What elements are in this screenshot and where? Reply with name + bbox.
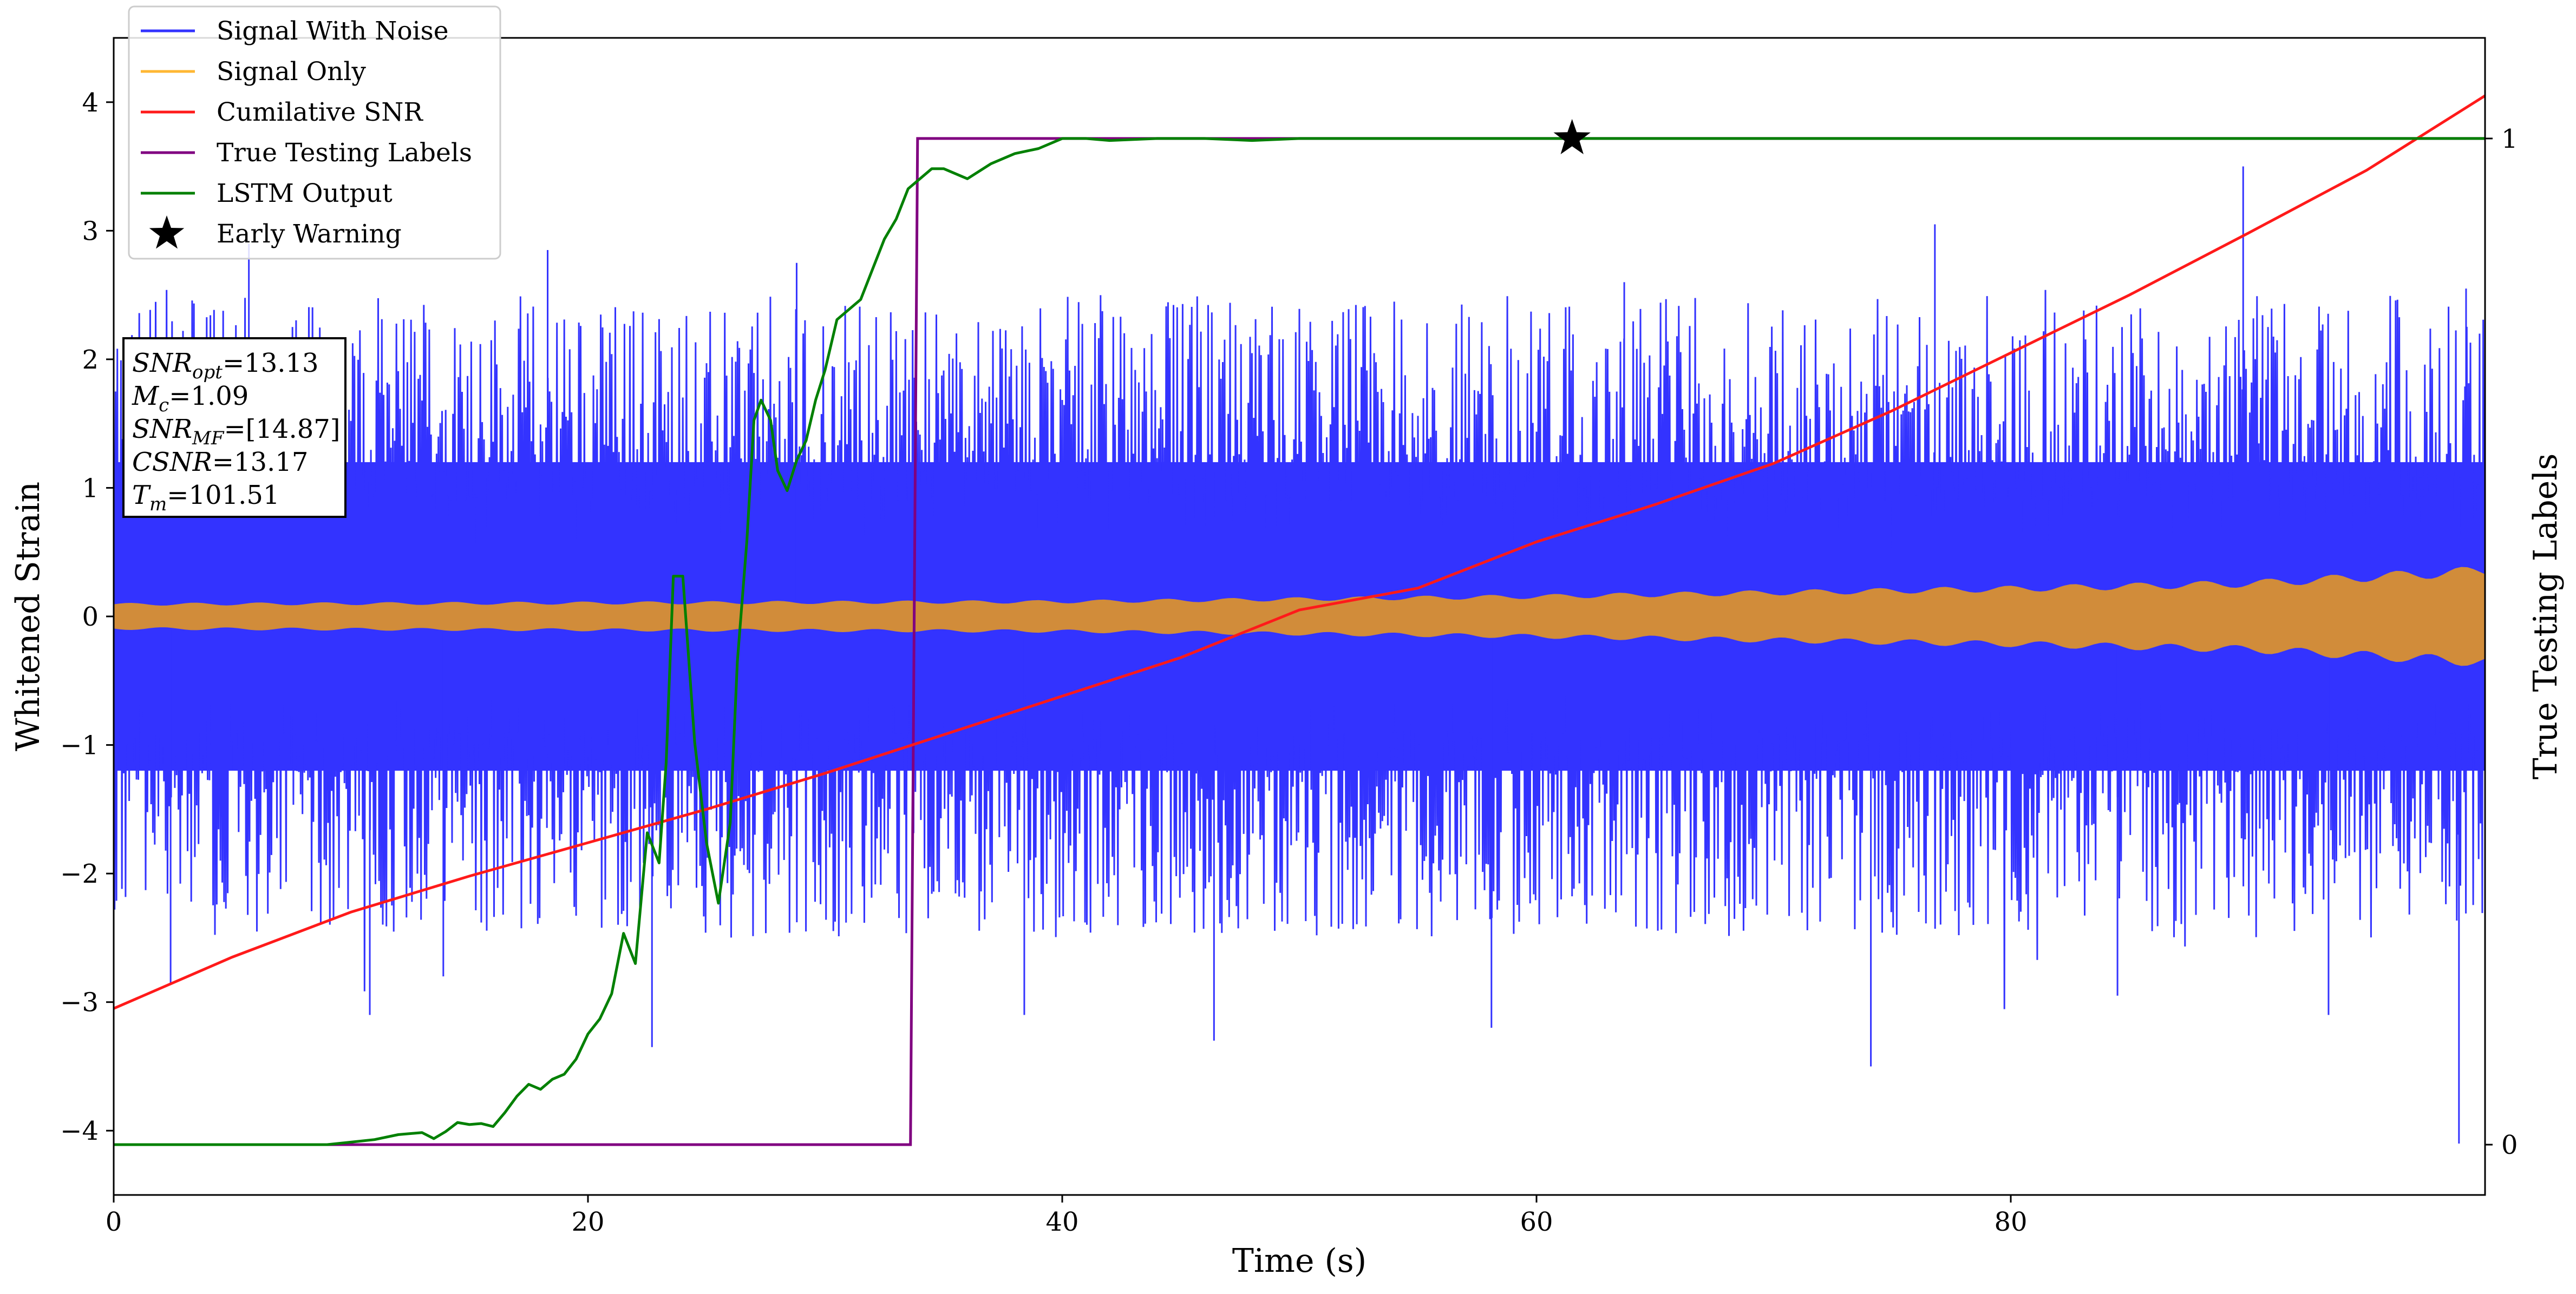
lstm-output-line — [114, 137, 2485, 1146]
y-tick-label: 2 — [82, 345, 99, 375]
y-tick-label: −4 — [60, 1116, 99, 1146]
legend: Signal With Noise Signal Only Cumilative S… — [128, 5, 501, 260]
info-box-frame — [122, 337, 346, 518]
x-tick-label: 80 — [1994, 1207, 2027, 1237]
legend-label-true_labels: True Testing Labels — [217, 138, 472, 168]
legend-label-lstm_output: LSTM Output — [217, 179, 393, 208]
legend-label-early_warning: Early Warning — [217, 219, 402, 249]
y2-tick-label: 1 — [2501, 124, 2518, 154]
info-row: Mc=1.09 — [132, 381, 249, 416]
x-tick-label: 40 — [1045, 1207, 1078, 1237]
y-tick-label: 0 — [82, 602, 99, 632]
y-axis-title: Whitened Strain — [9, 482, 47, 751]
parameter-info-box: SNRopt=13.13Mc=1.09SNRMF=[14.87]CSNR=13.… — [122, 337, 346, 518]
y-tick-label: 1 — [82, 473, 99, 503]
y-tick-label: −3 — [60, 988, 99, 1018]
legend-label-cumulative_snr: Cumilative SNR — [217, 97, 423, 127]
info-row: CSNR=13.17 — [132, 447, 308, 477]
y-tick-label: 4 — [82, 88, 99, 118]
legend-label-signal_only: Signal Only — [217, 57, 366, 87]
y2-tick-label: 0 — [2501, 1130, 2518, 1160]
legend-swatch-early_warning — [149, 215, 185, 249]
x-tick-label: 20 — [571, 1207, 604, 1237]
x-tick-label: 0 — [106, 1207, 122, 1237]
signal-with-noise-series — [114, 166, 2485, 1144]
early-warning-marker — [1553, 119, 1591, 154]
x-axis-title: Time (s) — [1232, 1242, 1367, 1280]
cumulative-snr-line — [114, 94, 2485, 1010]
signal-only-band — [114, 567, 2485, 666]
signal-only-series — [114, 567, 2485, 666]
info-row: Tm=101.51 — [132, 480, 279, 515]
info-row: SNRMF=[14.87] — [132, 414, 341, 449]
signal-with-noise-line — [114, 290, 2485, 1009]
y-tick-label: −2 — [60, 859, 99, 889]
y-tick-label: 3 — [82, 216, 99, 246]
line-series-group — [114, 94, 2485, 1146]
y-tick-label: −1 — [60, 731, 99, 761]
x-tick-label: 60 — [1520, 1207, 1553, 1237]
legend-label-signal_with_noise: Signal With Noise — [217, 16, 449, 46]
info-row: SNRopt=13.13 — [132, 348, 319, 383]
legend-frame — [128, 5, 501, 260]
y2-axis-title: True Testing Labels — [2527, 454, 2565, 780]
